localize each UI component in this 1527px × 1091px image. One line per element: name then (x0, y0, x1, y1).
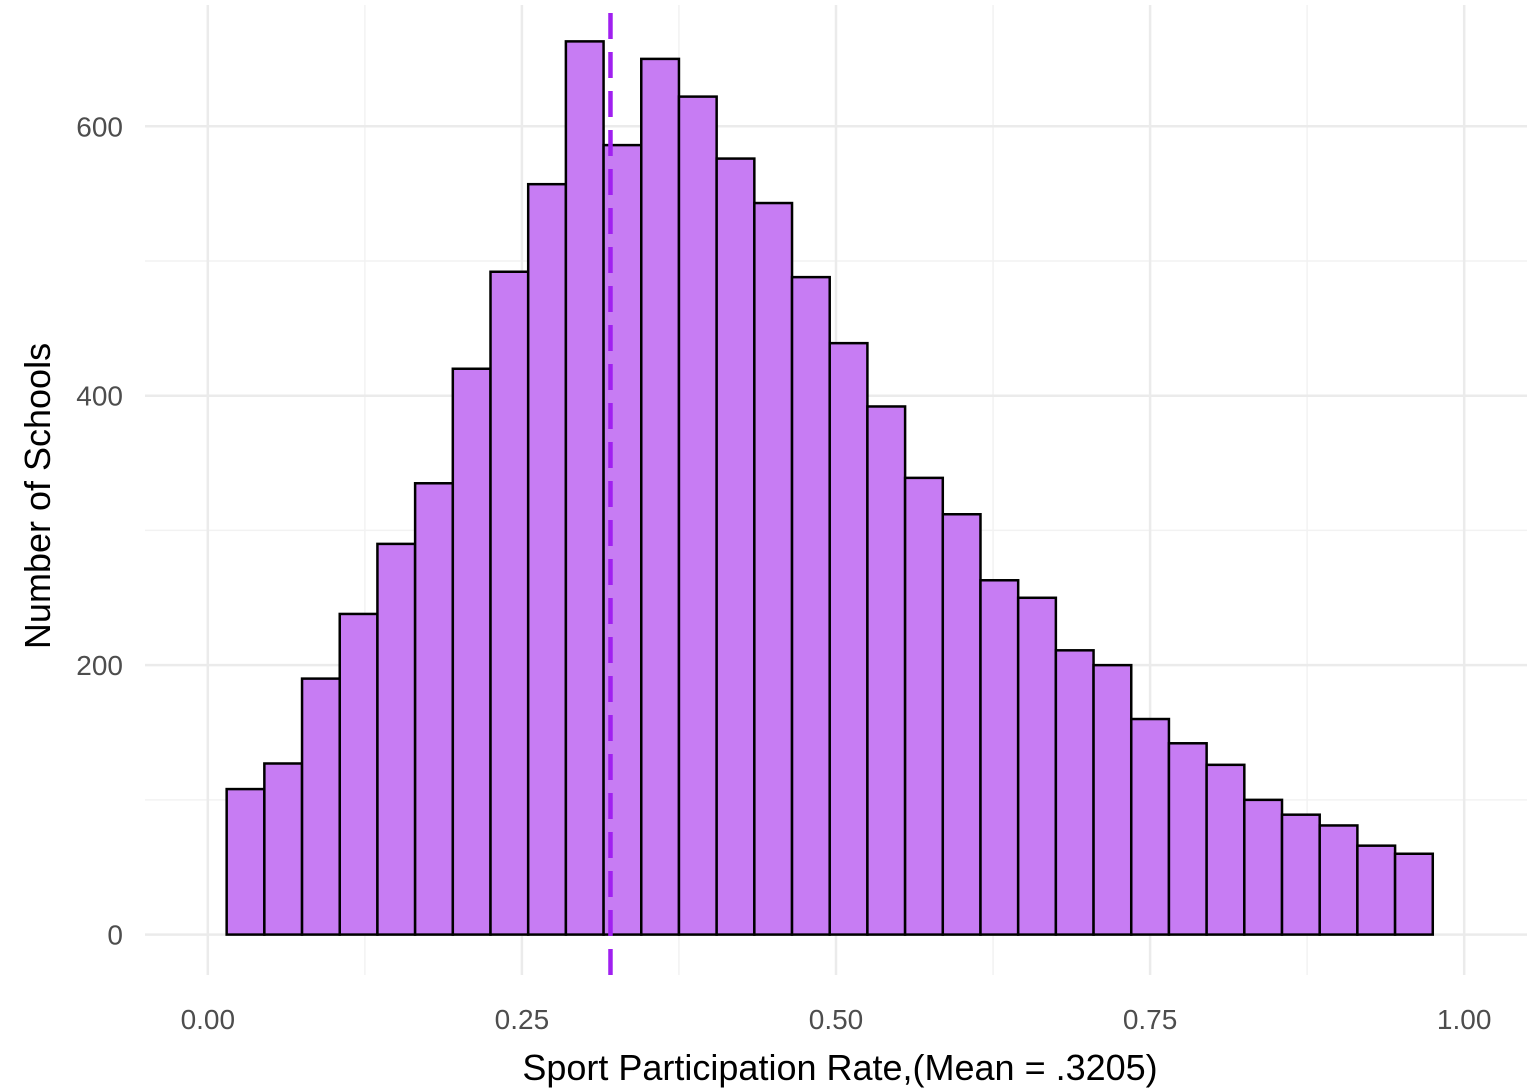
histogram-bar (1016, 596, 1058, 936)
y-tick-label: 200 (76, 650, 123, 681)
x-axis-ticks: 0.00 0.25 0.50 0.75 1.00 (181, 1004, 1492, 1035)
histogram-bar (564, 40, 605, 936)
histogram-bar (338, 612, 379, 936)
histogram-bar (640, 57, 681, 936)
histogram-bar (828, 341, 869, 936)
histogram-bars (225, 40, 1435, 936)
histogram-bar (263, 762, 304, 936)
histogram-bar (526, 182, 568, 936)
histogram-bar (941, 513, 982, 936)
histogram-bar (300, 677, 341, 936)
histogram-bar (451, 367, 492, 936)
histogram-bar (1318, 824, 1359, 936)
histogram-bar (1280, 813, 1321, 936)
histogram-bar (677, 95, 718, 936)
histogram-bar (1092, 663, 1133, 936)
y-tick-label: 0 (107, 920, 123, 951)
x-tick-label: 0.75 (1123, 1004, 1178, 1035)
histogram-bar (866, 405, 907, 936)
y-tick-label: 400 (76, 381, 123, 412)
x-tick-label: 0.00 (181, 1004, 236, 1035)
x-axis-title: Sport Participation Rate,(Mean = .3205) (522, 1047, 1157, 1088)
histogram-bar (413, 482, 455, 936)
histogram-bar (753, 201, 794, 936)
histogram-bar (225, 787, 266, 936)
y-tick-label: 600 (76, 111, 123, 142)
histogram-bar (1167, 742, 1208, 936)
histogram-bar (790, 275, 831, 936)
x-tick-label: 0.25 (495, 1004, 550, 1035)
y-axis-title: Number of Schools (17, 343, 58, 649)
histogram-bar (489, 270, 530, 936)
x-tick-label: 0.50 (809, 1004, 864, 1035)
histogram-bar (1393, 852, 1435, 936)
histogram-bar (715, 157, 756, 936)
histogram-bar (979, 579, 1020, 936)
x-tick-label: 1.00 (1437, 1004, 1492, 1035)
histogram-bar (1129, 717, 1171, 936)
histogram-bar (1054, 649, 1095, 936)
histogram-bar (1356, 844, 1397, 936)
histogram-bar (1243, 798, 1284, 936)
histogram-bar (1205, 763, 1246, 936)
histogram-bar (903, 476, 945, 936)
y-axis-ticks: 0 200 400 600 (76, 111, 123, 950)
histogram-bar (376, 542, 417, 936)
